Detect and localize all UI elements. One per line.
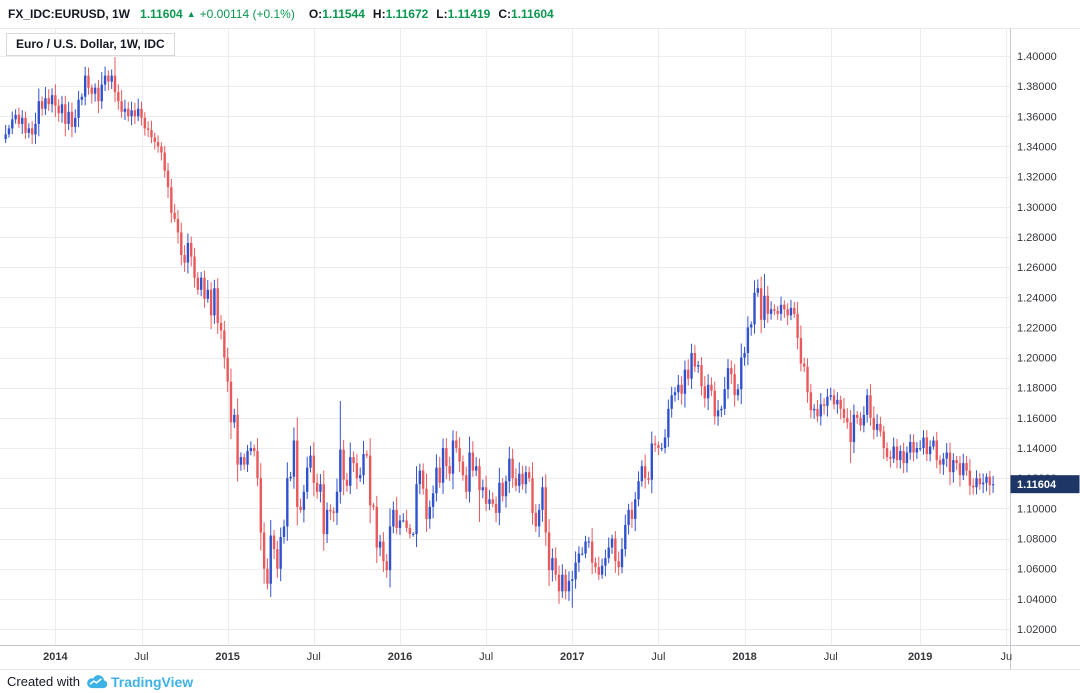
svg-text:1.40000: 1.40000 — [1017, 51, 1057, 63]
svg-text:1.38000: 1.38000 — [1017, 81, 1057, 93]
svg-text:1.11604: 1.11604 — [1017, 479, 1057, 491]
svg-text:Jul: Jul — [824, 651, 838, 663]
chart-canvas[interactable]: 1.40000 1.38000 1.36000 1.34000 1.32000 1.300… — [0, 28, 1080, 669]
svg-text:1.22000: 1.22000 — [1017, 322, 1057, 334]
svg-text:2014: 2014 — [43, 651, 68, 663]
created-with-text: Created with — [7, 674, 80, 689]
open-label: O: — [308, 7, 323, 21]
svg-text:2016: 2016 — [388, 651, 412, 663]
time-axis[interactable]: 2014 Jul 2015 Jul 2016 Jul 2017 Jul 2018 Jul 2019 J… — [43, 651, 1012, 663]
svg-text:2019: 2019 — [908, 651, 932, 663]
tradingview-brand-text: TradingView — [110, 673, 194, 690]
svg-text:1.10000: 1.10000 — [1017, 503, 1057, 515]
symbol-info-bar: FX_IDC:EURUSD, 1W 1.11604 ▲ +0.00114 (+0… — [0, 0, 1080, 28]
svg-text:1.08000: 1.08000 — [1017, 534, 1057, 546]
svg-text:2015: 2015 — [215, 651, 239, 663]
ohlc-open: O:1.11544 — [309, 7, 365, 21]
price-axis[interactable]: 1.40000 1.38000 1.36000 1.34000 1.32000 1.300… — [1017, 51, 1057, 636]
candles-series — [4, 57, 995, 608]
svg-text:Ju: Ju — [1001, 651, 1013, 663]
svg-text:1.28000: 1.28000 — [1017, 232, 1057, 244]
ohlc-high: H:1.11672 — [373, 7, 428, 21]
close-label: C: — [498, 7, 512, 21]
last-price-value: 1.11604 — [140, 7, 183, 21]
high-label: H: — [372, 7, 386, 21]
symbol-title[interactable]: FX_IDC:EURUSD, 1W — [8, 7, 131, 21]
high-value: 1.11672 — [385, 7, 429, 21]
svg-text:2018: 2018 — [732, 651, 756, 663]
ohlc-low: L:1.11419 — [436, 7, 490, 21]
ohlc-close: C:1.11604 — [498, 7, 553, 21]
chart-legend[interactable]: Euro / U.S. Dollar, 1W, IDC — [6, 33, 175, 56]
svg-text:1.14000: 1.14000 — [1017, 443, 1057, 455]
svg-text:1.24000: 1.24000 — [1017, 292, 1057, 304]
svg-text:1.26000: 1.26000 — [1017, 262, 1057, 274]
svg-text:1.06000: 1.06000 — [1017, 564, 1057, 576]
svg-text:1.02000: 1.02000 — [1017, 624, 1057, 636]
footer: Created with TradingView — [0, 669, 1080, 693]
svg-text:1.32000: 1.32000 — [1017, 172, 1057, 184]
tradingview-link[interactable]: TradingView — [86, 674, 193, 690]
tradingview-logo-icon — [87, 675, 107, 689]
svg-text:1.16000: 1.16000 — [1017, 413, 1057, 425]
price-change: +0.00114 (+0.1%) — [199, 7, 295, 21]
legend-title: Euro / U.S. Dollar, 1W, IDC — [16, 37, 165, 51]
svg-text:Jul: Jul — [479, 651, 493, 663]
svg-text:1.36000: 1.36000 — [1017, 111, 1057, 123]
svg-text:1.30000: 1.30000 — [1017, 202, 1057, 214]
axis-borders — [0, 28, 1080, 669]
svg-text:1.18000: 1.18000 — [1017, 383, 1057, 395]
svg-text:Jul: Jul — [651, 651, 665, 663]
svg-text:1.04000: 1.04000 — [1017, 594, 1057, 606]
svg-text:Jul: Jul — [307, 651, 321, 663]
low-label: L: — [436, 7, 448, 21]
up-arrow-icon: ▲ — [186, 9, 196, 19]
svg-text:1.20000: 1.20000 — [1017, 353, 1057, 365]
gridlines — [0, 28, 1010, 645]
open-value: 1.11544 — [322, 7, 365, 21]
svg-text:1.34000: 1.34000 — [1017, 141, 1057, 153]
close-value: 1.11604 — [511, 7, 554, 21]
svg-text:Jul: Jul — [134, 651, 148, 663]
candlestick-chart[interactable]: Euro / U.S. Dollar, 1W, IDC 1.40000 1.380… — [0, 28, 1080, 669]
svg-text:2017: 2017 — [560, 651, 584, 663]
low-value: 1.11419 — [447, 7, 491, 21]
last-price-label: 1.11604 — [1010, 475, 1080, 494]
